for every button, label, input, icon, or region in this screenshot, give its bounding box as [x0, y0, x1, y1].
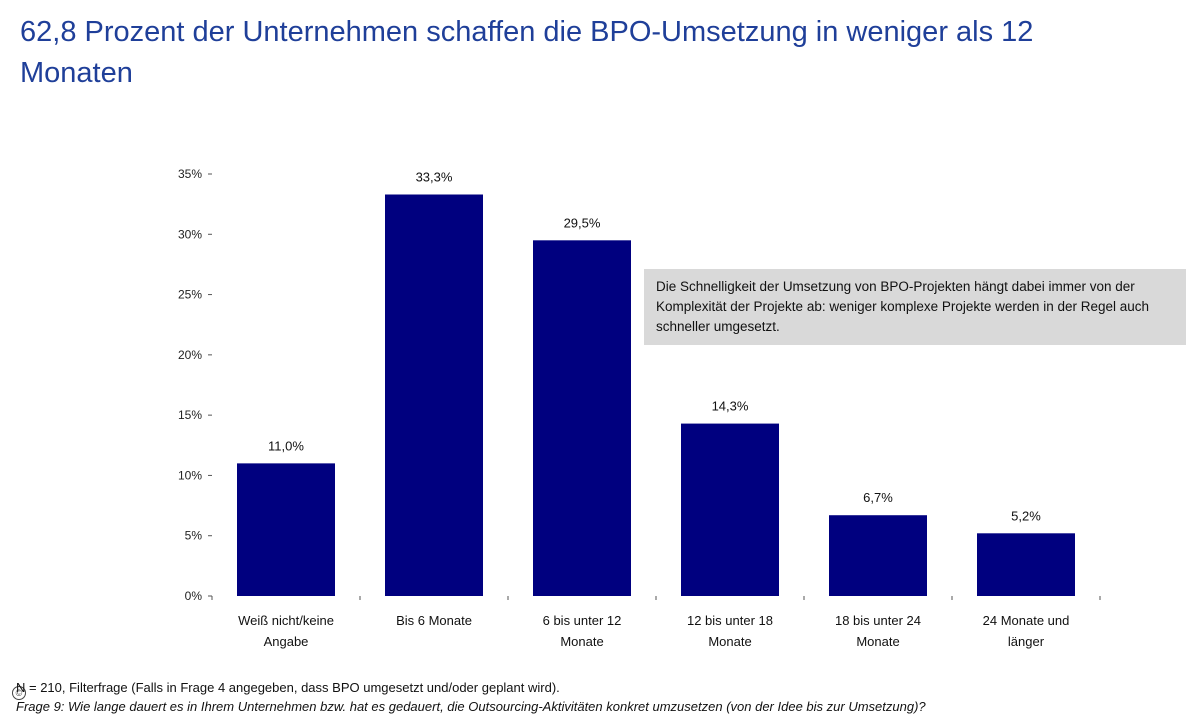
y-tick-label: 30%	[178, 227, 202, 241]
category-label: Monate	[856, 634, 899, 649]
y-tick-label: 5%	[185, 529, 203, 543]
bar	[237, 463, 335, 596]
bar	[977, 533, 1075, 596]
category-label: 24 Monate und	[983, 613, 1070, 628]
y-tick-label: 15%	[178, 408, 202, 422]
category-label: länger	[1008, 634, 1045, 649]
chart-title: 62,8 Prozent der Unternehmen schaffen di…	[20, 16, 1034, 89]
category-label: Monate	[708, 634, 751, 649]
y-tick-label: 0%	[185, 589, 203, 603]
data-label: 11,0%	[268, 438, 304, 453]
data-label: 14,3%	[712, 399, 749, 414]
bar	[829, 515, 927, 596]
footnote-question: Frage 9: Wie lange dauert es in Ihrem Un…	[16, 699, 926, 714]
footnote-sample: N = 210, Filterfrage (Falls in Frage 4 a…	[16, 680, 560, 695]
bar	[385, 194, 483, 597]
y-tick-label: 10%	[178, 468, 202, 482]
category-label: 6 bis unter 12	[543, 613, 622, 628]
y-tick-label: 20%	[178, 348, 202, 362]
category-label: Bis 6 Monate	[396, 613, 472, 628]
y-tick-label: 25%	[178, 288, 202, 302]
data-label: 6,7%	[863, 490, 893, 505]
category-label: 12 bis unter 18	[687, 613, 773, 628]
category-label: Monate	[560, 634, 603, 649]
bar	[681, 423, 779, 596]
category-label: Angabe	[264, 634, 309, 649]
data-label: 5,2%	[1011, 508, 1041, 523]
category-label: Weiß nicht/keine	[238, 613, 334, 628]
data-label: 29,5%	[564, 215, 601, 230]
category-label: 18 bis unter 24	[835, 613, 921, 628]
data-label: 33,3%	[416, 169, 453, 184]
y-tick-label: 35%	[178, 167, 202, 181]
annotation-box: Die Schnelligkeit der Umsetzung von BPO-…	[644, 269, 1186, 345]
copyright-icon: ©	[12, 686, 26, 700]
bar	[533, 240, 631, 597]
